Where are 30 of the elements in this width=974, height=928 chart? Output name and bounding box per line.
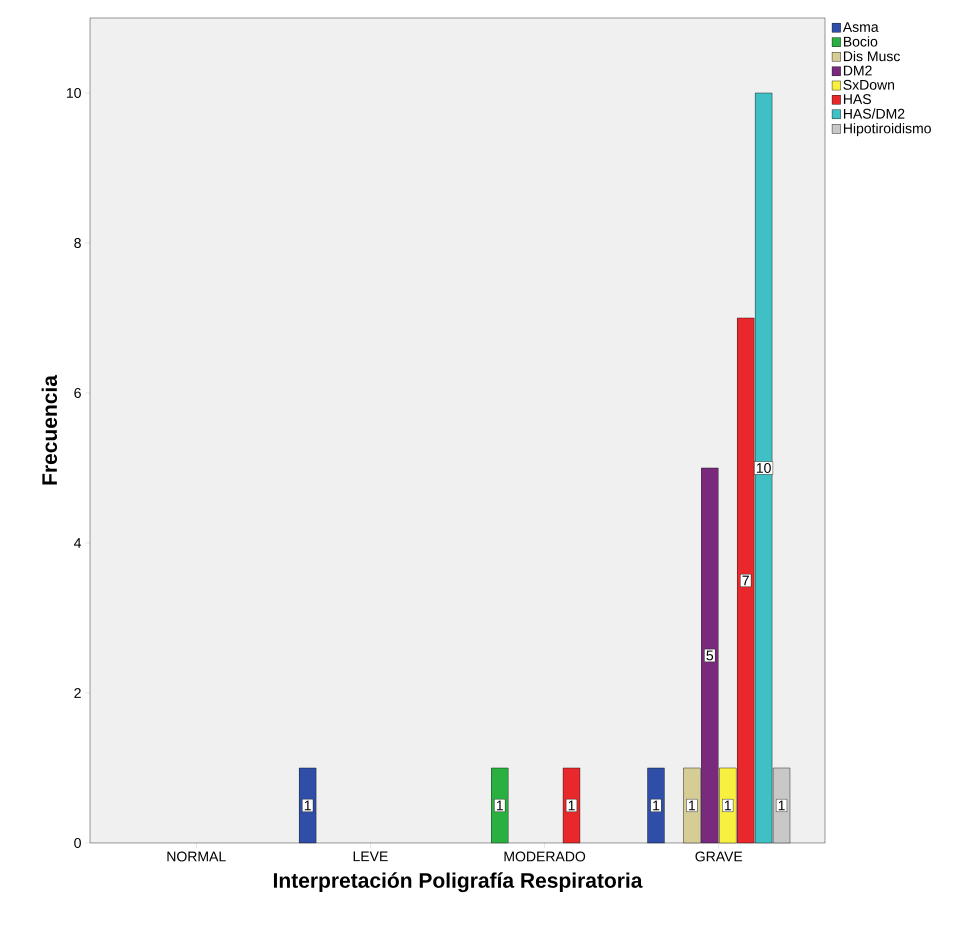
y-tick-label: 6 [74, 388, 81, 398]
y-axis-title: Frecuencia [42, 374, 58, 485]
data-label: 1 [778, 800, 785, 810]
x-tick-label: LEVE [354, 852, 388, 862]
data-label: 1 [496, 800, 503, 810]
data-label: 5 [706, 650, 714, 660]
legend-label: Hipotiroidismo [844, 123, 931, 136]
x-axis-title: Interpretación Poligrafía Respiratoria [274, 872, 643, 892]
y-tick-label: 10 [66, 88, 81, 98]
x-tick-label: NORMAL [167, 852, 226, 862]
legend-label: Bocio [844, 36, 878, 47]
data-label: 1 [689, 800, 696, 810]
legend-label: DM2 [844, 66, 872, 76]
y-tick-label: 4 [74, 538, 82, 548]
y-tick-label: 8 [74, 238, 81, 248]
data-label: 1 [653, 800, 660, 810]
x-tick-label: GRAVE [695, 852, 742, 862]
data-label: 7 [742, 576, 749, 586]
data-label: 1 [304, 800, 311, 810]
data-label: 1 [724, 800, 731, 810]
legend-label: Asma [842, 22, 879, 32]
legend-label: HAS [844, 94, 871, 104]
data-label: 1 [568, 800, 575, 810]
y-tick-label: 2 [74, 688, 81, 698]
legend-label: HAS/DM2 [844, 108, 904, 119]
x-tick-label: MODERADO [504, 852, 586, 862]
y-tick-label: 0 [74, 838, 81, 848]
legend-label: Dis Musc [844, 50, 900, 62]
legend-label: SxDown [843, 80, 894, 90]
data-label: 10 [756, 463, 771, 473]
